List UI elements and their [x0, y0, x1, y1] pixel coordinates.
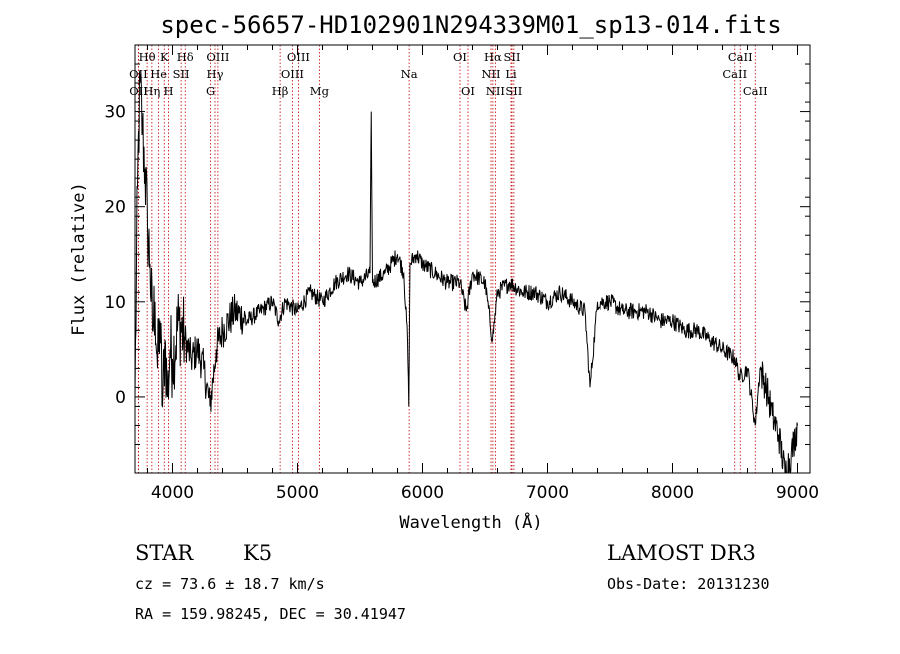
line-label: Hδ — [177, 50, 194, 64]
x-tick-label: 8000 — [651, 483, 694, 503]
x-tick-label: 4000 — [151, 483, 194, 503]
object-class: STAR — [135, 541, 194, 565]
line-label: H — [163, 84, 173, 98]
plot-frame — [134, 44, 811, 474]
line-label: K — [160, 50, 169, 64]
y-tick-label: 20 — [104, 198, 126, 218]
spectrum-series — [135, 71, 798, 473]
line-label: SII — [504, 50, 521, 64]
line-label: Hη — [143, 84, 160, 98]
line-label: CaII — [728, 50, 753, 64]
line-label: NII — [481, 67, 500, 81]
x-tick-label: 6000 — [401, 483, 444, 503]
y-axis-label: Flux (relative) — [69, 182, 89, 336]
x-axis-ticks: 4000 5000 6000 7000 8000 9000 — [147, 45, 819, 503]
line-label: SII — [173, 67, 190, 81]
y-tick-label: 0 — [115, 388, 126, 408]
x-tick-label: 9000 — [776, 483, 819, 503]
emission-line-markers — [137, 45, 756, 473]
chart-title: spec-56657-HD102901N294339M01_sp13-014.f… — [160, 11, 781, 39]
line-label: Li — [505, 67, 517, 81]
line-label: Hγ — [207, 67, 224, 81]
redshift-cz: cz = 73.6 ± 18.7 km/s — [135, 575, 325, 593]
line-label: OIII — [287, 50, 310, 64]
obs-date: Obs-Date: 20131230 — [607, 575, 770, 593]
line-label: Na — [401, 67, 418, 81]
line-label: Hθ — [139, 50, 156, 64]
line-label: OIII — [281, 67, 304, 81]
spectrum-line — [135, 71, 798, 473]
line-label: Mg — [310, 84, 330, 98]
line-label: Hα — [484, 50, 502, 64]
x-axis-label: Wavelength (Å) — [399, 511, 542, 533]
y-tick-label: 30 — [104, 103, 126, 123]
line-label: OI — [461, 84, 475, 98]
object-subclass: K5 — [243, 541, 272, 565]
survey-name: LAMOST DR3 — [607, 541, 756, 565]
y-axis-ticks: 0 10 20 30 — [104, 63, 810, 445]
line-label: Hβ — [272, 84, 289, 98]
line-label: OI — [453, 50, 467, 64]
line-label: G — [206, 84, 215, 98]
line-label: NII — [486, 84, 505, 98]
line-label: He — [150, 67, 167, 81]
y-tick-label: 10 — [104, 293, 126, 313]
line-label: CaII — [743, 84, 768, 98]
line-label: OIII — [206, 50, 229, 64]
line-label: SII — [505, 84, 522, 98]
ra-dec: RA = 159.98245, DEC = 30.41947 — [135, 605, 406, 623]
line-label: CaII — [722, 67, 747, 81]
x-tick-label: 7000 — [526, 483, 569, 503]
x-tick-label: 5000 — [276, 483, 319, 503]
line-label: OII — [129, 67, 148, 81]
line-label: OII — [129, 84, 148, 98]
